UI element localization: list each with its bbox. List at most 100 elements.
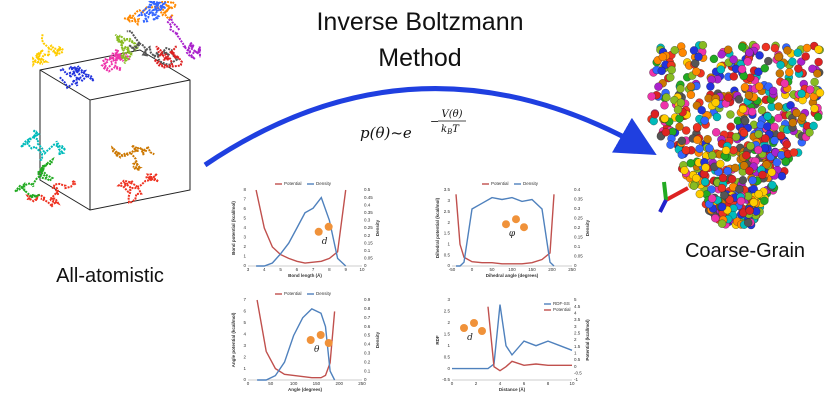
bead bbox=[705, 144, 713, 152]
bead bbox=[803, 44, 811, 52]
y-tick-label: 4 bbox=[243, 331, 246, 336]
bead bbox=[742, 151, 750, 159]
x-tick-label: 6 bbox=[523, 381, 526, 386]
y2-tick-label: 0.2 bbox=[364, 233, 371, 238]
bead bbox=[771, 44, 779, 52]
chain bbox=[119, 174, 159, 203]
bead bbox=[724, 94, 732, 102]
y2-tick-label: 0.4 bbox=[364, 342, 371, 347]
bead-icon bbox=[512, 215, 520, 223]
y2-tick-label: 5 bbox=[574, 297, 577, 302]
x-tick-label: 50 bbox=[489, 267, 495, 272]
bead bbox=[814, 113, 822, 121]
y2-tick-label: 0.1 bbox=[364, 248, 371, 253]
x-tick-label: 150 bbox=[313, 381, 321, 386]
bead bbox=[679, 49, 687, 57]
bead bbox=[677, 85, 685, 93]
bead bbox=[701, 178, 709, 186]
bead bbox=[724, 167, 732, 175]
bead bbox=[775, 103, 783, 111]
bead bbox=[745, 49, 753, 57]
chain bbox=[21, 130, 66, 160]
bead bbox=[699, 41, 707, 49]
y2-tick-label: 0.3 bbox=[364, 351, 371, 356]
bead bbox=[658, 67, 666, 75]
y2-tick-label: 0.8 bbox=[364, 306, 371, 311]
x-tick-label: 7 bbox=[312, 267, 315, 272]
x-tick-label: 3 bbox=[247, 267, 250, 272]
y2-tick-label: 0.3 bbox=[364, 218, 371, 223]
y2-tick-label: 0.25 bbox=[364, 225, 373, 230]
plot: 34567891001234567800.050.10.150.20.250.3… bbox=[231, 181, 380, 278]
y2-tick-label: 0.15 bbox=[364, 240, 373, 245]
series-line bbox=[488, 307, 572, 371]
bead bbox=[718, 220, 726, 228]
y-axis-label: Bond potential (kcal/mol) bbox=[231, 201, 236, 255]
bead bbox=[761, 64, 769, 72]
bead bbox=[781, 79, 789, 87]
y-tick-label: 2.5 bbox=[444, 309, 451, 314]
bead bbox=[737, 197, 745, 205]
bead bbox=[754, 146, 762, 154]
formula: p(θ)~e − V(θ) kBT bbox=[360, 109, 466, 142]
bead bbox=[811, 105, 819, 113]
plots: 34567891001234567800.050.10.150.20.250.3… bbox=[231, 181, 590, 392]
bead bbox=[706, 83, 714, 91]
y-tick-label: 2 bbox=[243, 354, 246, 359]
bead bbox=[650, 117, 658, 125]
axis-icon bbox=[660, 182, 688, 212]
bead bbox=[724, 46, 732, 54]
bead bbox=[722, 146, 730, 154]
y-tick-label: 4 bbox=[243, 225, 246, 230]
title-line: Inverse Boltzmann bbox=[316, 8, 523, 36]
y2-axis-label: Density bbox=[375, 331, 380, 348]
atomistic-molecule bbox=[15, 2, 200, 210]
x-tick-label: 4 bbox=[499, 381, 502, 386]
bead bbox=[668, 66, 676, 74]
y-tick-label: 2.5 bbox=[444, 209, 451, 214]
bead bbox=[713, 113, 721, 121]
bead bbox=[728, 175, 736, 183]
series-line bbox=[257, 309, 335, 380]
y2-tick-label: 3 bbox=[574, 324, 577, 329]
bead bbox=[702, 164, 710, 172]
figure: Inverse Boltzmann Method p(θ)~e − V(θ) k… bbox=[0, 0, 839, 401]
bead bbox=[783, 140, 791, 148]
y2-tick-label: 3.5 bbox=[574, 317, 581, 322]
formula-sign: − bbox=[430, 115, 439, 128]
bead bbox=[777, 61, 785, 69]
y2-tick-label: 0.6 bbox=[364, 324, 371, 329]
bead bbox=[745, 91, 753, 99]
bead bbox=[687, 159, 695, 167]
x-tick-label: 100 bbox=[290, 381, 298, 386]
y-tick-label: -0.5 bbox=[442, 377, 450, 382]
x-axis-label: Angle (degrees) bbox=[288, 387, 323, 392]
y-tick-label: 1 bbox=[243, 366, 246, 371]
x-axis-label: Distance (Å) bbox=[499, 386, 526, 392]
bead bbox=[756, 51, 764, 59]
bead bbox=[651, 110, 659, 118]
series-line bbox=[456, 194, 554, 263]
bead bbox=[711, 214, 719, 222]
chain bbox=[33, 34, 64, 64]
bead-icon bbox=[317, 331, 325, 339]
y-tick-label: 1 bbox=[447, 241, 450, 246]
x-tick-label: 8 bbox=[328, 267, 331, 272]
bead bbox=[687, 83, 695, 91]
bead bbox=[667, 141, 675, 149]
left-label: All-atomistic bbox=[56, 265, 164, 287]
bead bbox=[741, 117, 749, 125]
bead bbox=[735, 185, 743, 193]
bead bbox=[696, 145, 704, 153]
bead bbox=[815, 46, 823, 54]
y2-axis-label: Potential (kcal/mol) bbox=[585, 319, 590, 361]
bead bbox=[778, 172, 786, 180]
y2-tick-label: -1 bbox=[574, 377, 578, 382]
y-axis-label: Angle potential (kcal/mol) bbox=[231, 312, 236, 367]
bead bbox=[701, 117, 709, 125]
y2-tick-label: 1 bbox=[574, 351, 577, 356]
bead bbox=[693, 123, 701, 131]
bead bbox=[748, 108, 756, 116]
legend-label: Potential bbox=[553, 307, 571, 312]
coarse-grain-molecule bbox=[648, 41, 825, 229]
